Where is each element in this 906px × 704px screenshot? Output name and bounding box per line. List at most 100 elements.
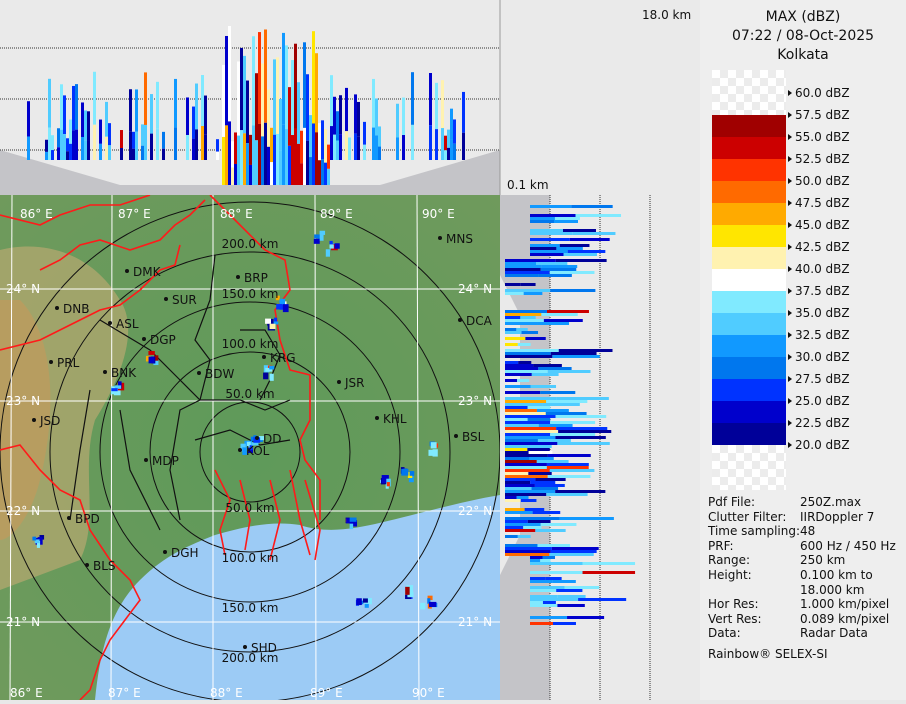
echo-row <box>556 397 609 400</box>
legend-tick-label: 32.5 dBZ <box>788 328 850 342</box>
echo-cell <box>273 317 278 322</box>
echo-row <box>505 433 551 436</box>
echo-row <box>505 316 521 319</box>
longitude-label: 88° E <box>220 207 253 221</box>
echo-column <box>195 129 198 160</box>
echo-cell <box>349 520 358 527</box>
city-label: KHL <box>383 412 407 426</box>
echo-row <box>553 220 578 223</box>
city-dot <box>337 380 341 384</box>
legend-tick-label: 42.5 dBZ <box>788 240 850 254</box>
echo-row <box>551 547 599 550</box>
city-dot <box>454 434 458 438</box>
echo-column <box>186 134 189 160</box>
legend-tick-label: 30.0 dBZ <box>788 350 850 364</box>
echo-column <box>300 163 303 185</box>
echo-cell <box>408 474 414 483</box>
echo-column <box>234 132 237 164</box>
echo-row <box>505 406 528 409</box>
echo-row <box>528 445 552 448</box>
legend-swatch <box>712 379 786 401</box>
echo-column <box>312 31 315 124</box>
legend-swatch <box>712 137 786 159</box>
echo-cell <box>279 298 286 307</box>
echo-row <box>546 310 589 313</box>
echo-row <box>530 229 563 232</box>
echo-column <box>402 97 405 136</box>
echo-column <box>270 127 273 163</box>
echo-cell <box>34 539 40 544</box>
metadata-key: Height: <box>708 568 752 582</box>
echo-column <box>72 85 75 131</box>
echo-column <box>411 124 414 160</box>
echo-row <box>530 232 573 235</box>
echo-row <box>505 361 519 364</box>
legend-swatch <box>712 225 786 247</box>
echo-cell <box>36 540 41 548</box>
city-label: JSD <box>39 414 60 428</box>
longitude-label: 87° E <box>118 207 151 221</box>
city-dot <box>238 448 242 452</box>
city-dot <box>458 318 462 322</box>
echo-column <box>453 143 456 160</box>
echo-row <box>543 319 583 322</box>
echo-column <box>141 145 144 160</box>
echo-cell <box>420 602 426 610</box>
echo-column <box>174 78 177 128</box>
echo-column <box>288 87 291 146</box>
echo-row <box>530 604 558 607</box>
echo-row <box>530 214 576 217</box>
echo-column <box>435 82 438 130</box>
echo-cell <box>329 240 333 246</box>
echo-row <box>505 364 534 367</box>
metadata-key: Vert Res: <box>708 611 762 626</box>
legend-tick-label: 47.5 dBZ <box>788 196 850 210</box>
echo-row <box>559 517 614 520</box>
city-dot <box>49 360 53 364</box>
echo-row <box>505 418 528 421</box>
legend-swatch <box>712 357 786 379</box>
echo-column <box>231 167 234 185</box>
side-echo-rows <box>505 205 636 625</box>
echo-row <box>541 313 578 316</box>
echo-column <box>378 126 381 147</box>
echo-column <box>246 143 249 185</box>
top-height-label: 18.0 km <box>642 8 692 22</box>
echo-row <box>505 310 547 313</box>
echo-row <box>529 457 554 460</box>
echo-row <box>505 481 531 484</box>
echo-row <box>525 337 546 340</box>
echo-column <box>264 29 267 123</box>
state-boundaries <box>0 194 321 701</box>
echo-row <box>552 355 600 358</box>
echo-cell <box>325 249 330 257</box>
echo-cell <box>319 232 324 241</box>
echo-column <box>81 102 84 137</box>
city-label: BPD <box>75 512 100 526</box>
metadata-key: Hor Res: <box>708 597 759 612</box>
echo-row <box>505 439 538 442</box>
city-label: SUR <box>172 293 197 307</box>
echo-row <box>505 367 539 370</box>
echo-row <box>536 409 569 412</box>
echo-row <box>505 460 537 463</box>
product-title: MAX (dBZ) <box>765 9 841 25</box>
echo-cell <box>249 445 253 451</box>
echo-row <box>569 238 610 241</box>
city-dot <box>438 236 442 240</box>
echo-row <box>527 520 551 523</box>
echo-cell <box>269 365 275 370</box>
range-ring-labels: 50.0 km 50.0 km 100.0 km 100.0 km 150.0 km 15… <box>222 237 279 665</box>
echo-row <box>532 511 561 514</box>
echo-column <box>288 145 291 185</box>
metadata-key: Pdf File: <box>708 495 756 509</box>
echo-column <box>282 32 285 125</box>
echo-row <box>505 454 548 457</box>
radar-map[interactable]: MNS DMK BRP SUR DNB ASL DGP DCA KRG PRL BNK BDW JSR K… <box>0 194 501 703</box>
city-label: PRL <box>57 356 80 370</box>
echo-column <box>132 131 135 149</box>
legend-tick-label: 40.0 dBZ <box>788 262 850 276</box>
echo-row <box>530 601 543 604</box>
echo-row <box>505 352 551 355</box>
range-ring-label: 100.0 km <box>222 337 279 351</box>
